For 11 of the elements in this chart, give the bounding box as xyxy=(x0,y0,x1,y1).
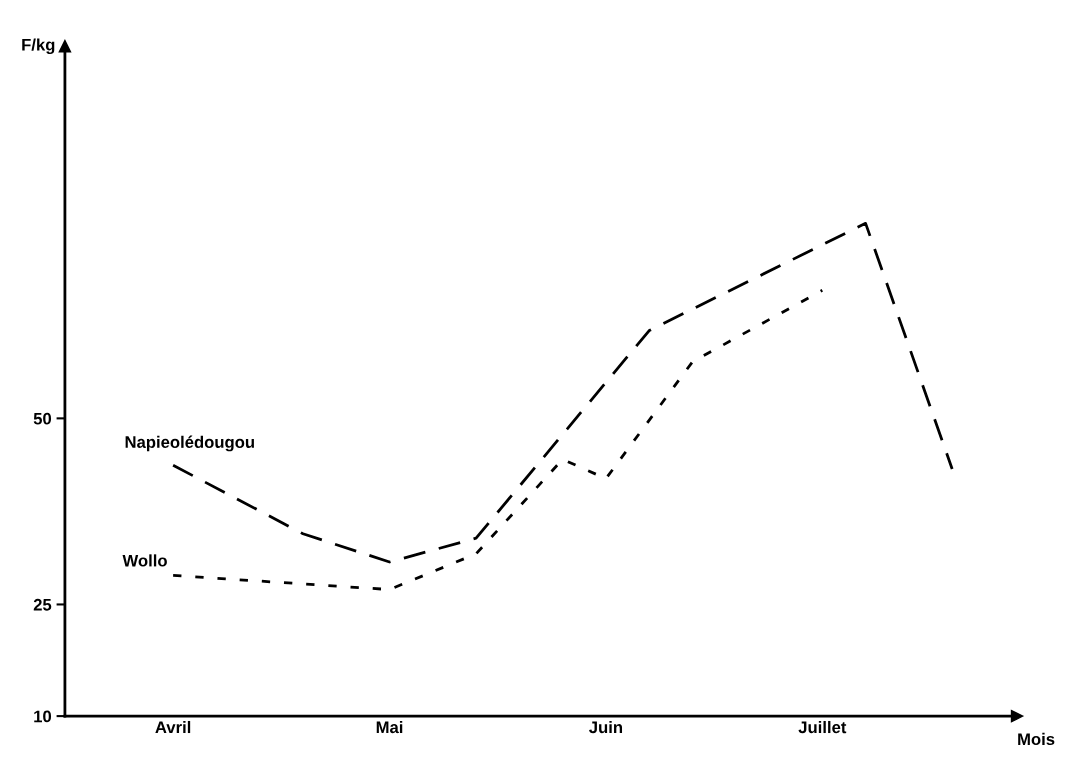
x-tick-label: Avril xyxy=(155,720,191,734)
y-tick-label: 25 xyxy=(33,598,52,611)
y-tick-label: 50 xyxy=(33,412,52,425)
series-label: Wollo xyxy=(122,554,167,567)
x-tick-label: Juin xyxy=(589,720,623,734)
x-axis-title: Mois xyxy=(1018,732,1055,746)
y-tick-label: 10 xyxy=(34,710,52,723)
x-tick-label: Mai xyxy=(376,720,403,734)
x-tick-label: Juillet xyxy=(798,720,847,734)
y-axis-title: F/kg xyxy=(22,38,55,54)
series-label: Napieolédougou xyxy=(125,435,254,452)
